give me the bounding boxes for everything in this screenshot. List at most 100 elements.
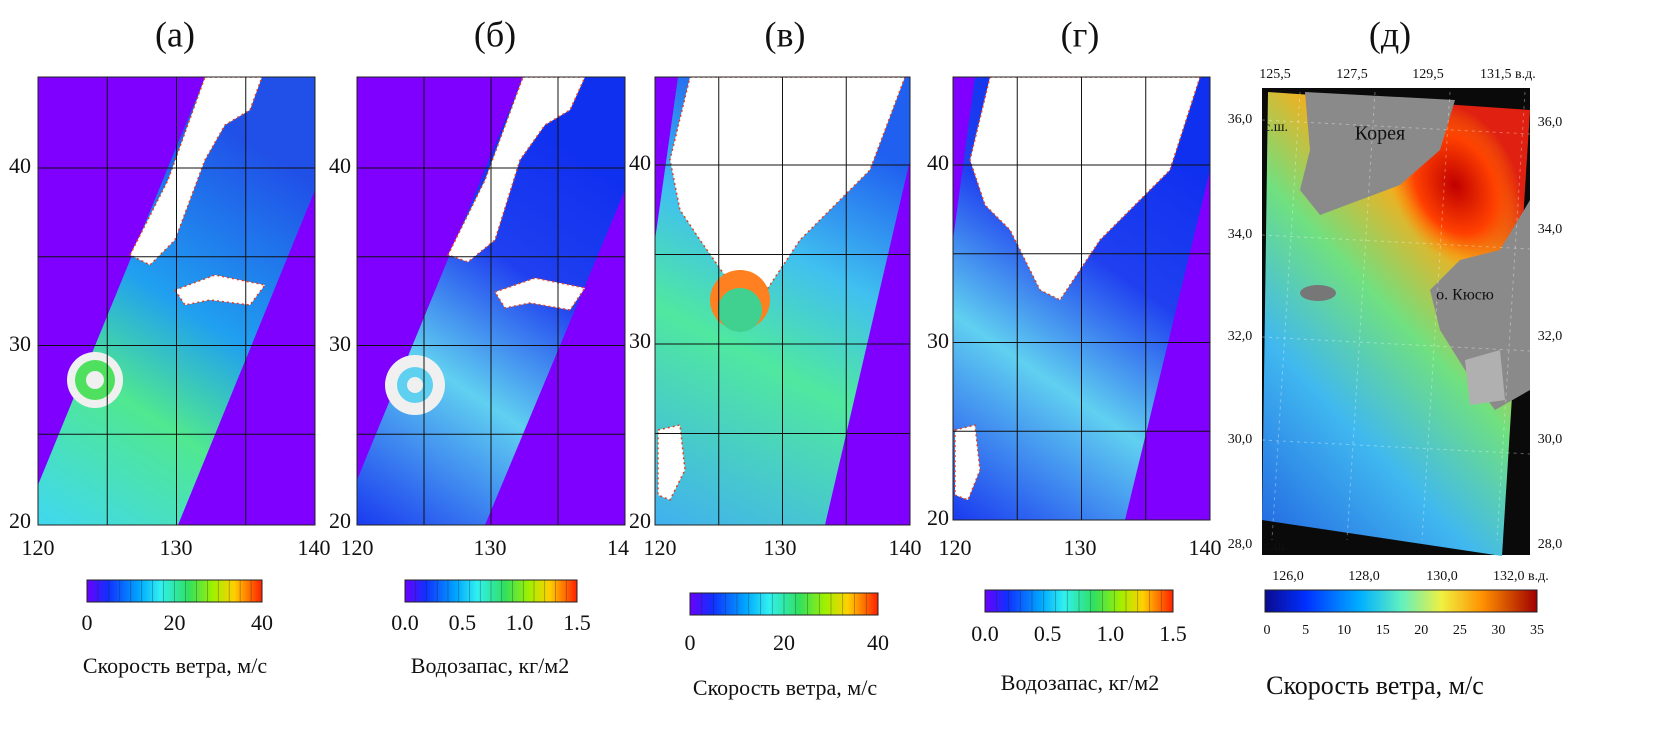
- colorbar-tick-label: 15: [1376, 623, 1390, 638]
- colorbar-caption: Водозапас, кг/м2: [411, 653, 569, 678]
- x-tick-label: 130: [1064, 535, 1097, 560]
- y-tick-label: 20: [9, 508, 31, 533]
- place-label: о. Кюсю: [1436, 287, 1494, 304]
- feature: [407, 377, 423, 393]
- y-tick-label: 40: [927, 150, 949, 175]
- right-tick-label: 30,0: [1538, 432, 1563, 447]
- left-tick-label: 34,0: [1228, 227, 1253, 242]
- panel-label: (а): [155, 14, 195, 54]
- colorbar-tick-label: 0.0: [971, 621, 999, 646]
- right-tick-label: 34,0: [1538, 222, 1563, 237]
- y-tick-label: 30: [9, 331, 31, 356]
- right-tick-label: 36,0: [1538, 115, 1563, 130]
- y-tick-label: 40: [9, 153, 31, 178]
- land-island: [1465, 350, 1505, 405]
- land-mask: [493, 277, 587, 311]
- x-tick-label: 14: [607, 535, 629, 560]
- x-tick-label: 130: [160, 535, 193, 560]
- bottom-tick-label: 126,0: [1272, 569, 1304, 584]
- top-tick-label: 131,5 в.д.: [1480, 67, 1536, 82]
- left-tick-label: 36,0: [1228, 112, 1253, 127]
- grid-line: [1261, 119, 1531, 135]
- map-panel: [654, 76, 911, 526]
- x-tick-label: 120: [939, 535, 972, 560]
- colorbar-tick-label: 0.5: [449, 610, 477, 635]
- colorbar-caption: Скорость ветра, м/с: [83, 653, 267, 678]
- land-mask: [173, 274, 267, 306]
- land-mask: [969, 77, 1201, 301]
- colorbar-tick-label: 35: [1530, 623, 1544, 638]
- bottom-tick-label: 128,0: [1348, 569, 1380, 584]
- panel-label: (г): [1061, 14, 1100, 54]
- colorbar: [1264, 589, 1538, 613]
- land-islet: [1300, 285, 1336, 301]
- feature: [86, 371, 104, 389]
- colorbar-tick-label: 25: [1453, 623, 1467, 638]
- lat-mark: с.ш.: [1264, 539, 1288, 554]
- map-panel: [356, 76, 626, 526]
- colorbar-caption: Водозапас, кг/м2: [1001, 670, 1159, 695]
- y-tick-label: 40: [629, 150, 651, 175]
- bottom-tick-label: 130,0: [1426, 569, 1458, 584]
- top-tick-label: 125,5: [1259, 67, 1291, 82]
- grid-line: [1421, 91, 1451, 541]
- x-tick-label: 140: [298, 535, 331, 560]
- colorbar-tick-label: 1.5: [1159, 621, 1187, 646]
- colorbar-caption: Скорость ветра, м/с: [1266, 671, 1484, 700]
- colorbar-tick-label: 0.5: [1034, 621, 1062, 646]
- lat-mark: с.ш.: [1264, 120, 1288, 135]
- land-mask: [128, 77, 263, 266]
- grid-line: [1261, 336, 1531, 352]
- bottom-tick-label: 132,0 в.д.: [1493, 569, 1549, 584]
- left-tick-label: 30,0: [1228, 432, 1253, 447]
- right-tick-label: 28,0: [1538, 537, 1563, 552]
- place-label: Корея: [1355, 123, 1405, 145]
- colorbar-tick-label: 20: [1414, 623, 1428, 638]
- panel-label: (д): [1369, 14, 1411, 54]
- y-tick-label: 20: [927, 505, 949, 530]
- grid-line: [1496, 91, 1526, 541]
- colorbar-tick-label: 0.0: [391, 610, 419, 635]
- colorbar-tick-label: 0: [685, 630, 696, 655]
- y-tick-label: 30: [927, 328, 949, 353]
- colorbar-tick-label: 30: [1491, 623, 1505, 638]
- map-panel: [952, 76, 1211, 521]
- colorbar-tick-label: 1.0: [506, 610, 534, 635]
- grid-line: [1346, 91, 1376, 541]
- land-mask: [657, 424, 686, 501]
- grid-line: [1271, 91, 1301, 541]
- land-mask: [446, 77, 586, 263]
- colorbar-tick-label: 5: [1302, 623, 1309, 638]
- land-mask: [954, 424, 981, 501]
- y-tick-label: 30: [329, 331, 351, 356]
- land-korea: [1300, 92, 1455, 215]
- x-tick-label: 140: [889, 535, 922, 560]
- map-frame: [37, 76, 316, 526]
- colorbar-tick-label: 40: [251, 610, 273, 635]
- y-tick-label: 30: [629, 328, 651, 353]
- panel-label: (в): [765, 14, 806, 54]
- feature: [718, 288, 762, 332]
- grid-line: [1261, 234, 1531, 250]
- colorbar-tick-label: 1.0: [1097, 621, 1125, 646]
- map-frame: [356, 76, 626, 526]
- x-tick-label: 140: [1189, 535, 1222, 560]
- top-tick-label: 129,5: [1412, 67, 1444, 82]
- colorbar-tick-label: 0: [1264, 623, 1271, 638]
- x-tick-label: 120: [341, 535, 374, 560]
- x-tick-label: 130: [474, 535, 507, 560]
- y-tick-label: 20: [329, 508, 351, 533]
- map-frame: [654, 76, 911, 526]
- y-tick-label: 40: [329, 153, 351, 178]
- right-tick-label: 32,0: [1538, 329, 1563, 344]
- x-tick-label: 120: [22, 535, 55, 560]
- y-tick-label: 20: [629, 508, 651, 533]
- colorbar-caption: Скорость ветра, м/с: [693, 675, 877, 700]
- left-tick-label: 28,0: [1228, 537, 1253, 552]
- colorbar-tick-label: 10: [1337, 623, 1351, 638]
- left-tick-label: 32,0: [1228, 329, 1253, 344]
- panel-label: (б): [474, 14, 516, 54]
- colorbar-tick-label: 40: [867, 630, 889, 655]
- grid-line: [1261, 439, 1531, 455]
